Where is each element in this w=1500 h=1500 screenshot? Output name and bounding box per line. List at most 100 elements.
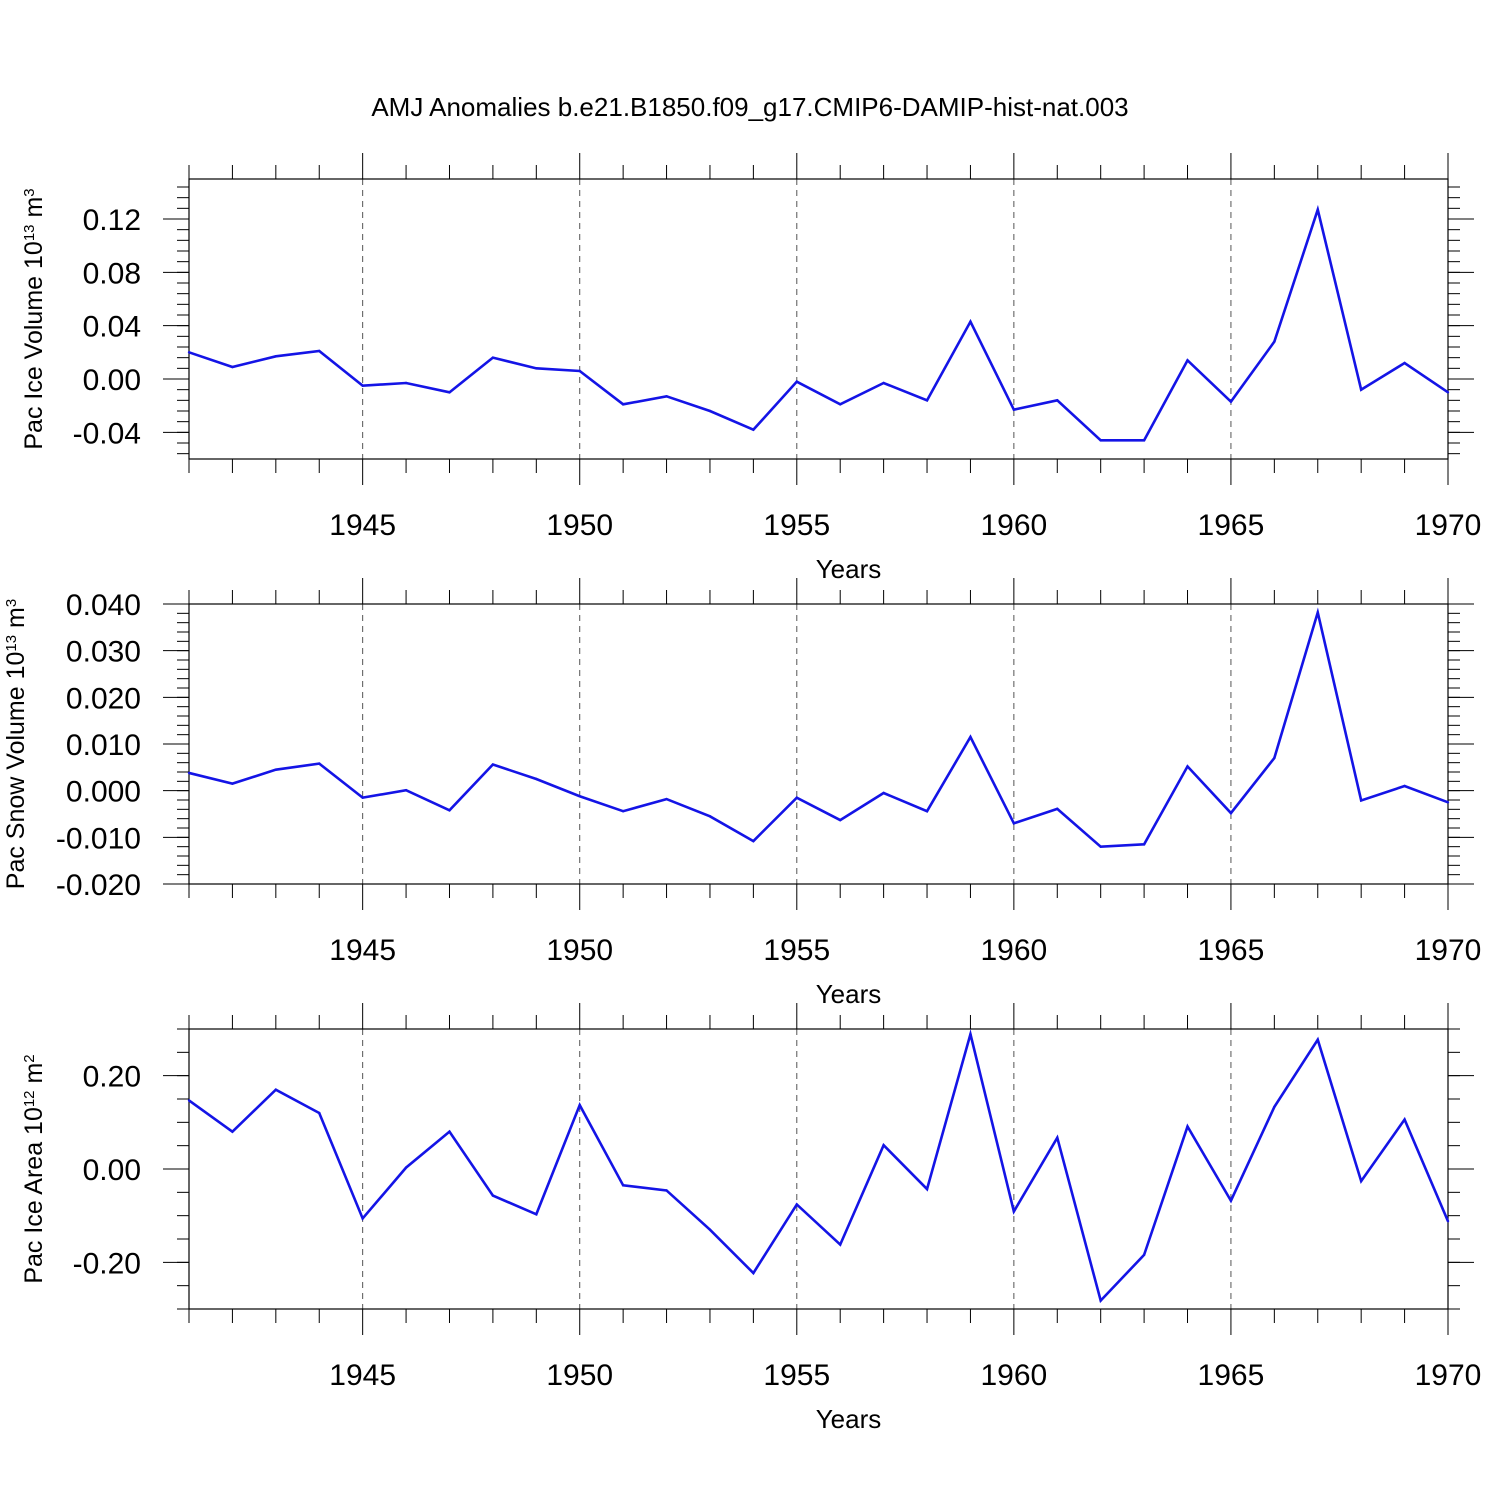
y-axis-title-exponent: 13 xyxy=(21,224,38,241)
data-point xyxy=(795,796,798,799)
data-point xyxy=(1273,340,1276,343)
data-point xyxy=(187,771,191,775)
data-point xyxy=(665,1189,668,1192)
panel-3: -0.20 0.00 0.20 1945 1950 1955 1960 1965 1970 Yea… xyxy=(20,1003,1481,1434)
data-point xyxy=(969,735,972,739)
x-tick-label: 1965 xyxy=(1198,509,1265,542)
data-point xyxy=(318,1111,321,1115)
data-point xyxy=(925,399,929,402)
data-point xyxy=(318,762,321,765)
y-axis-title-unit-exponent: 3 xyxy=(21,188,38,196)
data-point xyxy=(752,1271,755,1275)
data-point xyxy=(1229,811,1233,815)
data-point xyxy=(1142,843,1146,846)
data-point xyxy=(361,384,364,387)
y-tick-label: 0.12 xyxy=(83,204,141,237)
y-axis-title-unit: m xyxy=(20,197,48,225)
data-point xyxy=(231,782,234,785)
x-tick-label: 1955 xyxy=(763,934,830,967)
x-tick-label: 1970 xyxy=(1415,934,1482,967)
y-axis-title-main: Pac Ice Volume 10 xyxy=(20,241,48,449)
data-point xyxy=(665,395,668,398)
y-tick-label: -0.010 xyxy=(56,822,141,855)
data-point xyxy=(1359,799,1363,802)
y-axis-title-unit-exponent: 3 xyxy=(3,599,20,607)
y-tick-label: 0.020 xyxy=(66,682,141,715)
x-tick-label: 1955 xyxy=(763,1359,830,1392)
panel-2: -0.020 -0.010 0.000 0.010 0.020 0.030 0.040 194… xyxy=(2,578,1481,1009)
data-point xyxy=(969,320,972,323)
data-point xyxy=(231,365,234,369)
y-axis-title-unit: m xyxy=(2,607,30,635)
data-point xyxy=(1099,1299,1102,1302)
x-tick-label: 1945 xyxy=(329,509,396,542)
data-point xyxy=(1142,439,1146,442)
panels-group: -0.04 0.00 0.04 0.08 0.12 1945 1950 1955 1960 196… xyxy=(2,153,1481,1434)
plot-frame xyxy=(188,603,1449,885)
data-point xyxy=(187,351,191,354)
data-point xyxy=(448,391,451,394)
data-point xyxy=(882,381,885,385)
data-point xyxy=(361,1217,364,1220)
y-tick-label: 0.20 xyxy=(83,1061,141,1094)
data-point xyxy=(1273,756,1276,760)
data-point xyxy=(578,1103,581,1107)
data-point xyxy=(752,428,755,431)
x-tick-label: 1960 xyxy=(980,509,1047,542)
chart-title: AMJ Anomalies b.e21.B1850.f09_g17.CMIP6-… xyxy=(371,92,1128,122)
y-axis-title-main: Pac Snow Volume 10 xyxy=(2,652,30,890)
data-point xyxy=(1056,807,1059,811)
x-tick-label: 1960 xyxy=(980,934,1047,967)
data-point xyxy=(839,403,842,406)
y-axis-title-unit: m xyxy=(20,1063,48,1091)
data-point xyxy=(578,369,581,373)
data-point xyxy=(274,1088,278,1091)
plot-frame xyxy=(188,1028,1449,1310)
data-point xyxy=(1056,399,1059,402)
data-point xyxy=(1186,765,1189,768)
y-tick-label: 0.00 xyxy=(83,364,141,397)
data-point xyxy=(1186,1125,1189,1128)
data-point xyxy=(795,380,798,383)
data-point xyxy=(1012,822,1016,825)
y-tick-label: 0.040 xyxy=(66,589,141,622)
data-point xyxy=(535,777,538,781)
data-point xyxy=(708,815,712,818)
data-point xyxy=(1359,388,1363,391)
y-tick-label: 0.030 xyxy=(66,636,141,669)
x-tick-label: 1950 xyxy=(546,1359,613,1392)
x-tick-label: 1945 xyxy=(329,1359,396,1392)
data-point xyxy=(795,1203,798,1206)
data-point xyxy=(274,768,278,771)
x-tick-label: 1965 xyxy=(1198,934,1265,967)
data-point xyxy=(1316,208,1319,211)
series-line xyxy=(188,607,1449,848)
data-point xyxy=(1359,1179,1363,1183)
x-tick-label: 1965 xyxy=(1198,1359,1265,1392)
data-point xyxy=(621,1184,625,1187)
data-point xyxy=(187,1099,191,1102)
data-point xyxy=(404,1166,408,1169)
data-point xyxy=(1056,1136,1059,1139)
y-axis-title: Pac Ice Area 1012 m2 xyxy=(20,1054,48,1283)
data-point xyxy=(882,1144,885,1147)
data-point xyxy=(925,1187,929,1191)
data-point xyxy=(1316,611,1319,614)
x-axis-title: Years xyxy=(816,979,882,1009)
x-tick-label: 1950 xyxy=(546,509,613,542)
data-point xyxy=(621,810,625,813)
data-point xyxy=(491,1194,495,1197)
data-point xyxy=(882,791,885,795)
data-point xyxy=(839,818,842,822)
data-point xyxy=(839,1243,842,1246)
y-tick-label: 0.00 xyxy=(83,1154,141,1187)
x-tick-label: 1955 xyxy=(763,509,830,542)
data-point xyxy=(231,1130,234,1133)
data-point xyxy=(1316,1038,1319,1041)
data-point xyxy=(1186,359,1189,362)
data-point xyxy=(448,809,451,812)
data-point xyxy=(1403,784,1406,788)
data-point xyxy=(969,1032,972,1036)
data-point xyxy=(404,381,408,385)
